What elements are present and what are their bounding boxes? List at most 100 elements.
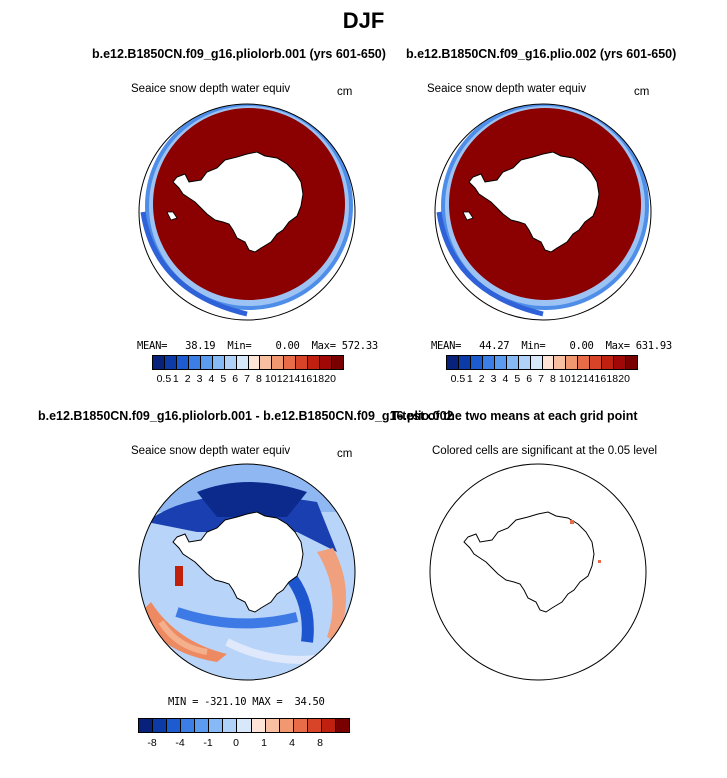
colorbar-tick-label: 12 xyxy=(570,373,583,385)
colorbar-tick-label: 0.5 xyxy=(156,373,172,385)
colorbar-swatch xyxy=(614,356,627,369)
colorbar-swatch xyxy=(167,719,182,732)
colorbar-swatch xyxy=(265,719,280,732)
colorbar-tick-label: 1 xyxy=(172,373,179,385)
variable-label-top-right: Seaice snow depth water equiv xyxy=(427,83,587,95)
colorbar-swatch xyxy=(530,356,543,369)
colorbar-swatch xyxy=(200,356,213,369)
panel-title-bottom-right: T-test of the two means at each grid poi… xyxy=(391,409,638,423)
colorbar-tick-label: 0.5 xyxy=(450,373,466,385)
colorbar-swatch xyxy=(590,356,603,369)
units-label-bottom-left: cm xyxy=(337,448,353,460)
colorbar-swatch xyxy=(236,356,249,369)
colorbar-swatch xyxy=(320,356,333,369)
colorbar-top-left xyxy=(152,355,344,370)
figure-title: DJF xyxy=(342,8,385,33)
colorbar-swatch xyxy=(176,356,189,369)
colorbar-swatch xyxy=(209,719,224,732)
colorbar-tick-label: 12 xyxy=(276,373,289,385)
colorbar-tick-label: 10 xyxy=(558,373,571,385)
colorbar-tick-label: -1 xyxy=(203,737,213,749)
colorbar-swatch xyxy=(188,356,201,369)
colorbar-tick-label: -4 xyxy=(175,737,185,749)
colorbar-swatch xyxy=(248,356,261,369)
colorbar-bottom-left xyxy=(138,718,350,733)
polar-map-bottom-right xyxy=(429,463,647,681)
colorbar-swatch xyxy=(164,356,177,369)
colorbar-tick-label: 8 xyxy=(255,373,262,385)
colorbar-tick-label: 2 xyxy=(184,373,191,385)
colorbar-swatch xyxy=(542,356,555,369)
colorbar-swatch xyxy=(518,356,531,369)
colorbar-swatch xyxy=(626,356,637,369)
colorbar-swatch xyxy=(335,719,349,732)
colorbar-swatch xyxy=(195,719,210,732)
colorbar-swatch xyxy=(284,356,297,369)
colorbar-tick-label: 1 xyxy=(466,373,473,385)
colorbar-tick-label: 18 xyxy=(606,373,619,385)
colorbar-tick-label: 14 xyxy=(582,373,595,385)
colorbar-swatch xyxy=(181,719,196,732)
colorbar-tick-label: 4 xyxy=(208,373,215,385)
panel-title-bottom-left: b.e12.B1850CN.f09_g16.pliolorb.001 - b.e… xyxy=(38,409,454,423)
colorbar-tick-label: 8 xyxy=(549,373,556,385)
colorbar-tick-label: 7 xyxy=(244,373,250,385)
colorbar-swatch xyxy=(272,356,285,369)
panel-title-top-left: b.e12.B1850CN.f09_g16.pliolorb.001 (yrs … xyxy=(92,47,386,61)
colorbar-swatch xyxy=(494,356,507,369)
colorbar-tick-label: 5 xyxy=(514,373,521,385)
colorbar-swatch xyxy=(506,356,519,369)
colorbar-tick-label: 16 xyxy=(300,373,313,385)
variable-label-top-left: Seaice snow depth water equiv xyxy=(131,83,291,95)
colorbar-tick-label: 6 xyxy=(232,373,239,385)
stats-top-right: MEAN= 44.27 Min= 0.00 Max= 631.93 xyxy=(431,340,672,352)
colorbar-tick-label: 16 xyxy=(594,373,607,385)
colorbar-tick-label: 0 xyxy=(233,737,239,749)
colorbar-swatch xyxy=(332,356,343,369)
colorbar-tick-label: 20 xyxy=(618,373,630,385)
colorbar-tick-label: 20 xyxy=(324,373,336,385)
colorbar-swatch xyxy=(212,356,225,369)
colorbar-tick-label: 1 xyxy=(261,737,267,749)
colorbar-top-right xyxy=(446,355,638,370)
colorbar-tick-label: -8 xyxy=(147,737,157,749)
colorbar-tick-label: 3 xyxy=(490,373,497,385)
colorbar-tick-label: 18 xyxy=(312,373,325,385)
colorbar-swatch xyxy=(307,719,322,732)
colorbar-swatch xyxy=(260,356,273,369)
colorbar-swatch xyxy=(279,719,294,732)
units-label-top-right: cm xyxy=(634,86,650,98)
colorbar-swatch xyxy=(296,356,309,369)
colorbar-swatch xyxy=(554,356,567,369)
stats-bottom-left: MIN = -321.10 MAX = 34.50 xyxy=(168,696,325,708)
colorbar-swatch xyxy=(224,356,237,369)
polar-map-top-right xyxy=(434,103,652,321)
polar-map-bottom-left xyxy=(138,463,356,681)
variable-label-bottom-left: Seaice snow depth water equiv xyxy=(131,445,291,457)
colorbar-swatch xyxy=(293,719,308,732)
colorbar-swatch xyxy=(308,356,321,369)
colorbar-swatch xyxy=(153,356,165,369)
colorbar-swatch xyxy=(566,356,579,369)
polar-map-top-left xyxy=(138,103,356,321)
colorbar-swatch xyxy=(223,719,238,732)
colorbar-swatch xyxy=(482,356,495,369)
colorbar-tick-label: 5 xyxy=(220,373,227,385)
colorbar-swatch xyxy=(139,719,154,732)
colorbar-swatch xyxy=(153,719,168,732)
colorbar-swatch xyxy=(578,356,591,369)
colorbar-tick-label: 4 xyxy=(502,373,509,385)
colorbar-tick-label: 7 xyxy=(538,373,544,385)
panel-title-top-right: b.e12.B1850CN.f09_g16.plio.002 (yrs 601-… xyxy=(406,47,677,61)
colorbar-swatch xyxy=(237,719,252,732)
significance-note: Colored cells are significant at the 0.0… xyxy=(432,445,658,457)
colorbar-tick-label: 10 xyxy=(264,373,277,385)
colorbar-swatch xyxy=(321,719,336,732)
colorbar-swatch xyxy=(470,356,483,369)
colorbar-tick-label: 8 xyxy=(317,737,323,749)
colorbar-tick-label: 14 xyxy=(288,373,301,385)
colorbar-tick-label: 4 xyxy=(289,737,295,749)
colorbar-tick-label: 2 xyxy=(478,373,485,385)
colorbar-tick-label: 3 xyxy=(196,373,203,385)
units-label-top-left: cm xyxy=(337,86,353,98)
